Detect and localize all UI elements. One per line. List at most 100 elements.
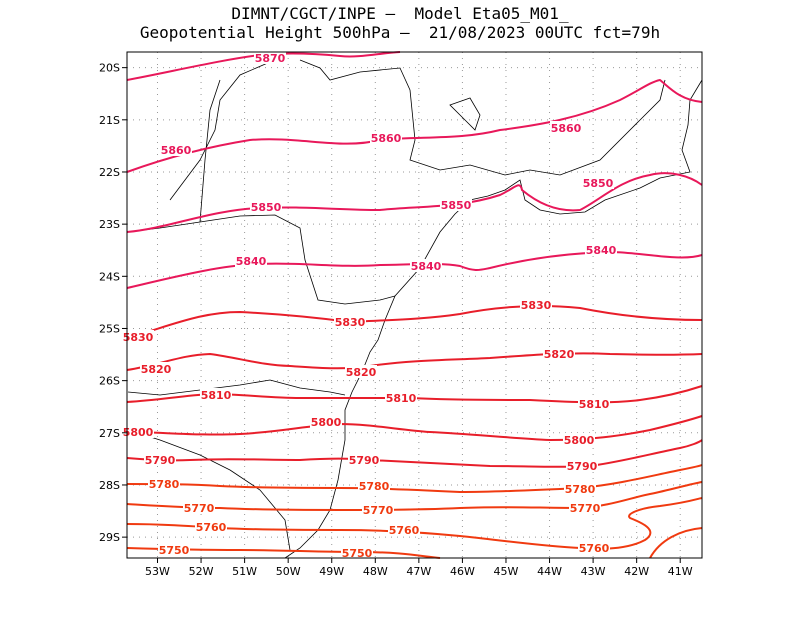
- contour-label-5750: 5750: [342, 547, 373, 560]
- contour-label-5790: 5790: [349, 454, 380, 467]
- contour-label-bg: [578, 397, 610, 410]
- contour-label-bg: [362, 503, 394, 516]
- contour-label-5780: 5780: [149, 478, 180, 491]
- lat-tick-label: 27S: [99, 427, 120, 440]
- contour-lines: [126, 51, 703, 559]
- lon-tick-label: 51W: [232, 565, 257, 578]
- contour-label-5850: 5850: [251, 201, 282, 214]
- contour-label-bg: [385, 391, 417, 404]
- contour-label-5820: 5820: [544, 348, 575, 361]
- contour-label-5770: 5770: [363, 504, 394, 517]
- contour-label-bg: [578, 541, 610, 554]
- contour-label-bg: [158, 543, 190, 556]
- contour-5800: [126, 415, 703, 441]
- state-border: [127, 379, 346, 396]
- contour-5820: [126, 352, 703, 371]
- contour-label-5840: 5840: [411, 260, 442, 273]
- lat-tick-label: 26S: [99, 375, 120, 388]
- lon-tick-label: 52W: [189, 565, 214, 578]
- contour-label-bg: [550, 121, 582, 134]
- contour-label-bg: [122, 425, 154, 438]
- lat-lon-grid: [127, 52, 702, 558]
- contour-label-bg: [564, 482, 596, 495]
- contour-label-bg: [566, 459, 598, 472]
- state-border: [299, 59, 666, 176]
- contour-label-bg: [569, 501, 601, 514]
- contour-label-5770: 5770: [570, 502, 601, 515]
- lon-tick-label: 50W: [276, 565, 301, 578]
- contour-label-bg: [348, 453, 380, 466]
- lat-tick-label: 22S: [99, 166, 120, 179]
- contour-label-5810: 5810: [386, 392, 417, 405]
- lon-tick-label: 48W: [363, 565, 388, 578]
- contour-label-bg: [563, 433, 595, 446]
- contour-label-5830: 5830: [335, 316, 366, 329]
- contour-5770: [126, 481, 703, 511]
- lat-tick-label: 25S: [99, 322, 120, 335]
- contour-label-bg: [254, 51, 286, 64]
- lon-tick-label: 45W: [494, 565, 519, 578]
- contour-5790: [126, 439, 703, 468]
- contour-label-5770: 5770: [184, 502, 215, 515]
- lon-tick-label: 47W: [406, 565, 431, 578]
- contour-label-5780: 5780: [565, 483, 596, 496]
- contour-label-bg: [148, 477, 180, 490]
- contour-label-bg: [358, 479, 390, 492]
- state-border: [127, 214, 396, 305]
- contour-label-5810: 5810: [201, 389, 232, 402]
- contour-label-bg: [410, 259, 442, 272]
- contour-labels: 5870 5860 5860 5860 5850 5850 5850 5840 5840 5840…: [122, 51, 617, 560]
- contour-label-bg: [140, 362, 172, 375]
- contour-label-5800: 5800: [564, 434, 595, 447]
- contour-label-bg: [235, 254, 267, 267]
- contour-label-bg: [585, 243, 617, 256]
- contour-label-5760: 5760: [196, 521, 227, 534]
- contour-label-bg: [370, 131, 402, 144]
- contour-label-bg: [250, 200, 282, 213]
- lon-tick-label: 43W: [581, 565, 606, 578]
- lon-tick-label: 49W: [319, 565, 344, 578]
- contour-label-5860: 5860: [161, 144, 192, 157]
- contour-label-bg: [200, 388, 232, 401]
- contour-label-5860: 5860: [371, 132, 402, 145]
- plot-frame: [126, 51, 703, 559]
- contour-label-bg: [195, 520, 227, 533]
- contour-label-5780: 5780: [359, 480, 390, 493]
- state-border: [199, 79, 221, 223]
- contour-5780: [126, 464, 703, 493]
- contour-label-5850: 5850: [441, 199, 472, 212]
- contour-5830: [126, 305, 703, 339]
- contour-label-5830: 5830: [521, 299, 552, 312]
- contour-label-bg: [440, 198, 472, 211]
- contour-label-bg: [183, 501, 215, 514]
- lat-tick-label: 28S: [99, 479, 120, 492]
- contour-label-bg: [160, 143, 192, 156]
- lon-tick-label: 53W: [145, 565, 170, 578]
- contour-label-bg: [582, 176, 614, 189]
- lon-tick-label: 46W: [450, 565, 475, 578]
- contour-label-bg: [388, 523, 420, 536]
- contour-label-bg: [310, 415, 342, 428]
- lat-tick-label: 24S: [99, 270, 120, 283]
- contour-label-5760: 5760: [579, 542, 610, 555]
- lat-tick-label: 21S: [99, 114, 120, 127]
- lat-tick-label: 29S: [99, 531, 120, 544]
- contour-label-5860: 5860: [551, 122, 582, 135]
- title-line-2: Geopotential Height 500hPa – 21/08/2023 …: [139, 23, 661, 42]
- contour-5860: [126, 79, 703, 173]
- lon-tick-label: 41W: [668, 565, 693, 578]
- lon-tick-label: 44W: [537, 565, 562, 578]
- title-line-1: DIMNT/CGCT/INPE – Model Eta05_M01_: [231, 4, 569, 23]
- contour-label-5790: 5790: [145, 454, 176, 467]
- contour-label-5800: 5800: [123, 426, 154, 439]
- contour-label-bg: [341, 546, 373, 559]
- contour-label-5800: 5800: [311, 416, 342, 429]
- contour-label-bg: [345, 365, 377, 378]
- reservoir: [449, 97, 481, 131]
- contour-5760: [126, 497, 703, 550]
- contour-label-5830: 5830: [123, 331, 154, 344]
- contour-label-bg: [334, 315, 366, 328]
- state-border: [127, 429, 291, 551]
- contour-label-bg: [520, 298, 552, 311]
